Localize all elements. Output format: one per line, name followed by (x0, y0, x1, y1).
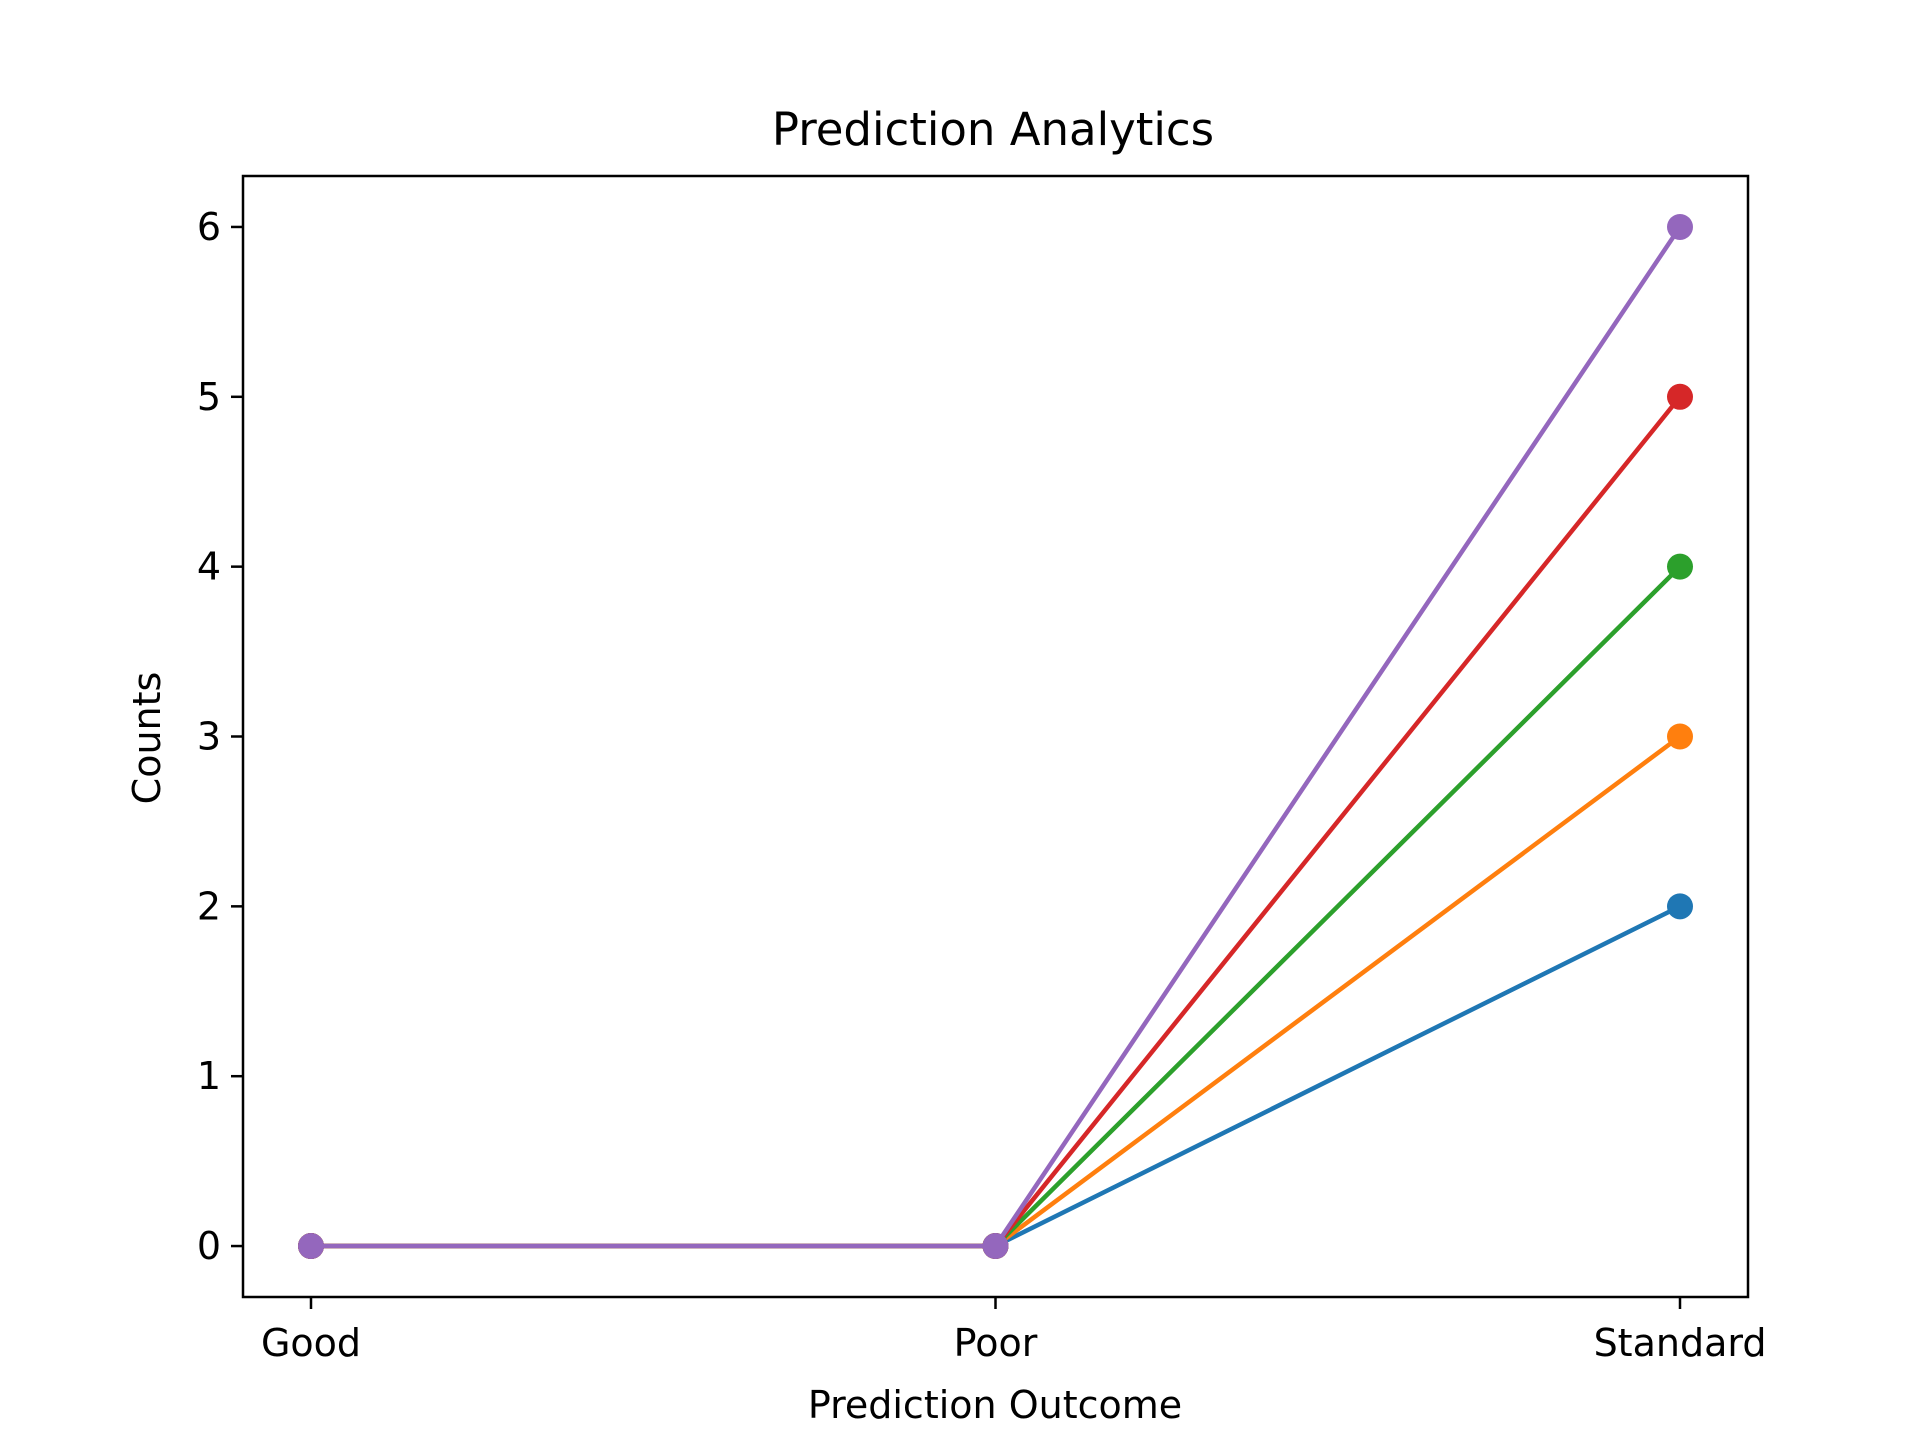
x-tick-label: Poor (954, 1321, 1038, 1365)
series-0-point-standard (1667, 893, 1693, 920)
chart-title: Prediction Analytics (772, 103, 1214, 156)
series-4-point-good (298, 1233, 324, 1260)
y-tick-label: 4 (197, 545, 221, 589)
x-axis: Good Poor Standard (261, 1297, 1766, 1365)
y-tick-label: 0 (197, 1224, 221, 1268)
series-1-point-standard (1667, 723, 1693, 750)
series-layer (298, 213, 1693, 1260)
y-tick-label: 6 (197, 205, 221, 249)
x-axis-label: Prediction Outcome (808, 1383, 1182, 1427)
series-4 (298, 213, 1693, 1260)
x-tick-label: Good (261, 1321, 361, 1365)
y-axis: 0 1 2 3 4 5 6 (197, 205, 243, 1268)
y-tick-label: 3 (197, 715, 221, 759)
y-tick-label: 1 (197, 1054, 221, 1098)
y-tick-label: 2 (197, 884, 221, 928)
y-axis-label: Counts (125, 672, 169, 805)
series-3-point-standard (1667, 383, 1693, 410)
y-tick-label: 5 (197, 375, 221, 419)
series-4-point-standard (1667, 213, 1693, 240)
x-tick-label: Standard (1594, 1321, 1767, 1365)
series-2-point-standard (1667, 553, 1693, 580)
series-4-point-poor (982, 1233, 1009, 1260)
